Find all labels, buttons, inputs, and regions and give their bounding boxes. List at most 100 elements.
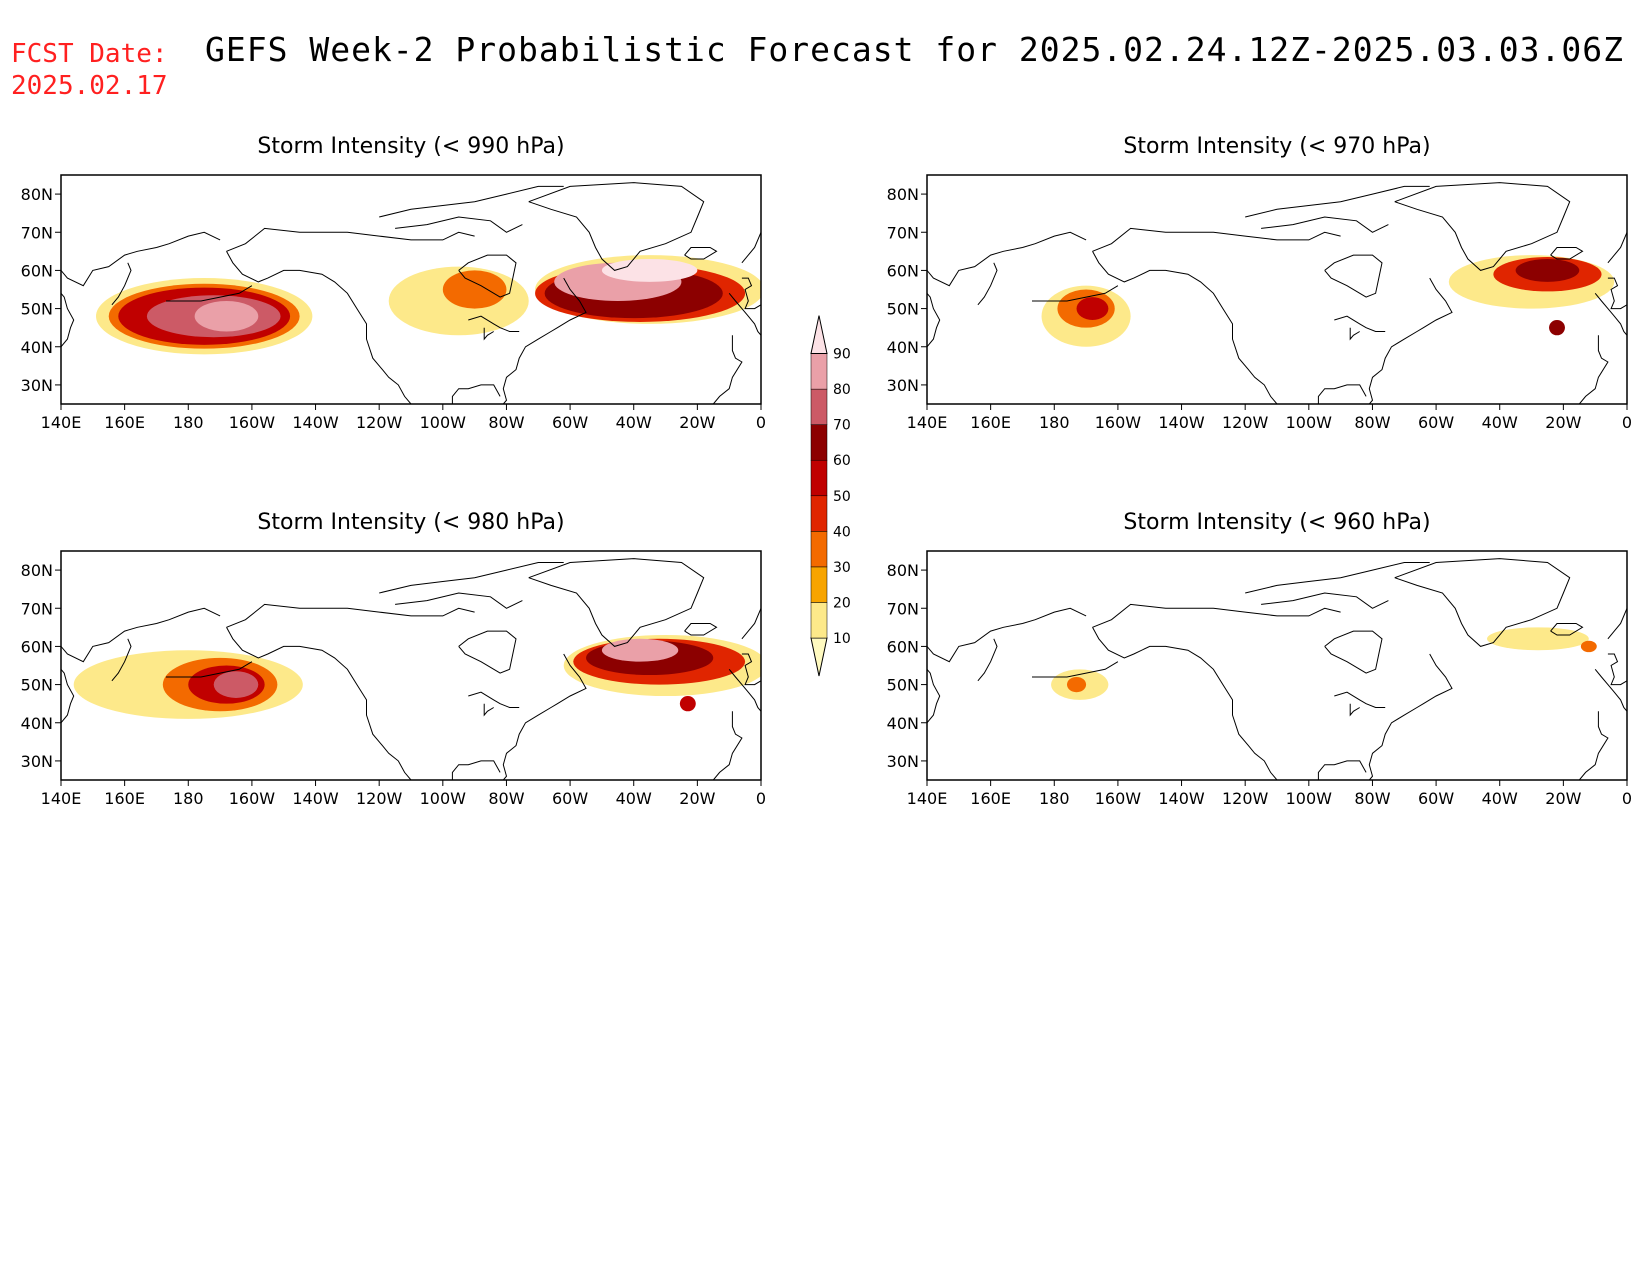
probability-contour [442,270,507,309]
probability-contour [1580,640,1597,653]
coastline [1317,384,1367,404]
coastline [712,711,743,780]
colorbar-bin [810,602,828,639]
coastline [728,668,761,712]
probability-contour [1067,676,1087,693]
lat-tick-label: 70N [887,599,919,618]
coastline [1607,608,1627,640]
coastline [451,760,501,780]
colorbar-cap [810,637,828,677]
lat-tick-label: 40N [21,714,53,733]
coastline [395,592,523,609]
coastline [166,661,253,678]
map-frame [60,174,762,405]
panel-title: Storm Intensity (< 970 hPa) [1123,134,1430,159]
probability-contour [194,300,259,332]
coastline [741,232,761,264]
lon-tick-label: 60W [1418,789,1454,808]
coastline [741,653,761,686]
coastline [927,231,1087,287]
coastline [528,558,705,647]
lon-tick-label: 120W [356,789,403,808]
colorbar-label: 50 [833,489,851,505]
coastline [502,653,587,780]
lat-tick-label: 80N [887,561,919,580]
probability-contour [679,696,696,712]
coastline [226,251,412,404]
lat-tick-label: 50N [21,300,53,319]
lon-tick-label: 180 [1039,413,1070,432]
coastline [226,227,475,252]
lon-tick-label: 140W [1158,789,1205,808]
probability-field [1041,255,1615,347]
colorbar-label: 70 [833,418,851,434]
lon-tick-label: 120W [1222,413,1269,432]
probability-contour [1515,258,1580,282]
coastline [1317,760,1367,780]
colorbar-label: 40 [833,524,851,540]
coastline [1032,285,1119,302]
coastline [111,262,132,306]
coastline [1245,185,1430,218]
lon-tick-label: 20W [679,789,715,808]
lon-tick-label: 140W [1158,413,1205,432]
lat-tick-label: 60N [887,261,919,280]
coastline [451,384,501,404]
lon-tick-label: 120W [356,413,403,432]
lat-tick-label: 70N [21,223,53,242]
lon-tick-label: 0 [756,413,766,432]
coastline [528,182,705,271]
lon-tick-label: 40W [616,413,652,432]
probability-contour [1549,320,1565,336]
lat-tick-label: 60N [21,261,53,280]
panel-title: Storm Intensity (< 990 hPa) [257,134,564,159]
lat-tick-label: 30N [887,752,919,771]
lat-tick-label: 70N [887,223,919,242]
lon-tick-label: 160E [970,789,1011,808]
lat-tick-label: 80N [887,185,919,204]
coastline [1607,653,1627,686]
coastline [977,262,998,306]
coastline [61,292,75,348]
lon-tick-label: 40W [616,789,652,808]
lat-tick-label: 40N [21,338,53,357]
map-frame [60,550,762,781]
lon-tick-label: 80W [1354,789,1390,808]
coastline [712,335,743,404]
coastline [61,668,75,724]
forecast-date-value: 2025.02.17 [11,71,168,101]
colorbar-label: 90 [833,347,851,363]
coastline [728,292,761,336]
lat-tick-label: 40N [887,338,919,357]
lon-tick-label: 180 [173,413,204,432]
lat-tick-label: 50N [887,676,919,695]
lon-tick-label: 160E [104,789,145,808]
lon-tick-label: 40W [1482,413,1518,432]
lat-tick-label: 50N [21,676,53,695]
map-panel: Storm Intensity (< 960 hPa) 140E 160E 180 16… [887,510,1632,808]
coastline [1607,232,1627,264]
coastline-layer [927,558,1627,780]
coastline [1245,562,1430,594]
coastline [741,277,761,310]
colorbar-bin [810,531,828,568]
lon-tick-label: 100W [420,789,467,808]
colorbar-label: 30 [833,560,851,576]
lat-tick-label: 80N [21,561,53,580]
lon-tick-label: 100W [420,413,467,432]
probability-contour [601,638,679,662]
lon-tick-label: 120W [1222,789,1269,808]
forecast-date-block: FCST Date: 2025.02.17 [11,38,168,102]
coastline-layer [61,182,761,404]
lat-tick-label: 30N [21,376,53,395]
probability-contour [213,671,259,698]
probability-contour [1487,627,1589,651]
lon-tick-label: 140E [41,413,82,432]
lon-tick-label: 20W [1545,413,1581,432]
map-panel: Storm Intensity (< 990 hPa) 140E 160E 180 16… [21,134,766,432]
colorbar-bin [810,459,828,497]
lon-tick-label: 140W [292,413,339,432]
colorbar-bin [810,495,828,532]
coastline [111,638,132,682]
